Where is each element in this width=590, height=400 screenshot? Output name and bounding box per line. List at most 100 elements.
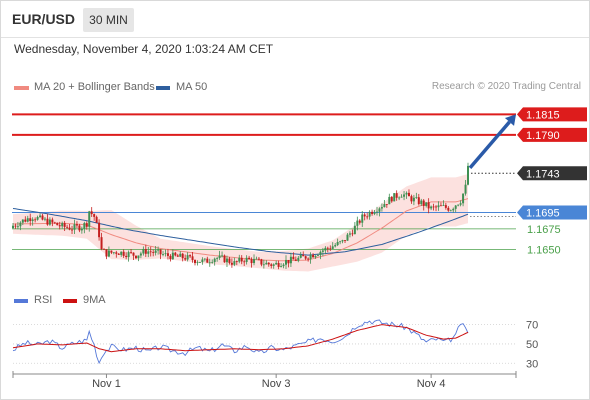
ma9-legend-label: 9MA	[83, 294, 106, 306]
pivot-label-box	[517, 205, 587, 220]
candle-body	[243, 261, 246, 263]
candle-body	[245, 257, 248, 262]
candle-body	[420, 200, 423, 205]
candle-body	[358, 220, 361, 223]
candle-body	[422, 200, 425, 207]
candle-body	[139, 253, 142, 256]
candle-body	[329, 248, 332, 250]
rsi-ma9-line	[12, 324, 469, 353]
candle-body	[235, 261, 238, 262]
candle-body	[14, 225, 17, 227]
candle-body	[385, 204, 388, 205]
candle-body	[437, 205, 440, 208]
candle-body	[147, 251, 150, 254]
chart-header: EUR/USD 30 MIN	[1, 1, 589, 38]
candle-body	[73, 224, 76, 230]
timeframe-badge[interactable]: 30 MIN	[83, 8, 134, 32]
candle-body	[289, 256, 292, 264]
candle-body	[218, 255, 221, 259]
candle-body	[154, 250, 157, 253]
candle-body	[304, 256, 307, 259]
candle-body	[400, 196, 403, 198]
ma9-legend-swatch	[63, 299, 77, 303]
candle-body	[388, 196, 391, 205]
candle-body	[12, 225, 14, 229]
ma50-legend-label: MA 50	[176, 81, 208, 93]
candle-body	[309, 254, 312, 260]
candle-body	[457, 204, 460, 206]
candle-body	[174, 252, 177, 256]
candle-body	[107, 250, 110, 257]
candle-body	[348, 233, 351, 235]
candle-body	[230, 262, 233, 265]
candle-body	[334, 245, 337, 247]
candle-body	[307, 258, 310, 260]
candle-body	[186, 255, 189, 260]
candle-body	[373, 212, 376, 214]
candle-body	[378, 208, 381, 212]
candle-body	[83, 223, 86, 229]
candle-body	[336, 241, 339, 246]
candle-body	[19, 222, 22, 227]
copyright-text: Research © 2020 Trading Central	[431, 81, 581, 92]
candle-body	[21, 219, 24, 223]
candle-body	[46, 218, 49, 225]
candle-body	[120, 251, 123, 255]
bollinger-band	[13, 174, 468, 272]
candle-body	[260, 259, 263, 265]
candle-body	[171, 252, 174, 260]
datetime-label: Wednesday, November 4, 2020 1:03:24 AM C…	[14, 42, 274, 56]
candle-body	[272, 264, 275, 266]
candle-body	[447, 207, 450, 211]
ma20-legend-label: MA 20 + Bollinger Bands	[34, 81, 155, 93]
candle-body	[233, 261, 236, 265]
candle-body	[341, 240, 344, 242]
candle-body	[169, 255, 172, 260]
candle-body	[314, 255, 317, 258]
candle-body	[191, 256, 194, 260]
candle-body	[216, 258, 219, 259]
candle-body	[407, 192, 410, 197]
candle-body	[353, 225, 356, 235]
candle-body	[331, 246, 334, 249]
candle-body	[221, 255, 224, 257]
candle-body	[125, 255, 128, 258]
support-2-label: 1.1650	[527, 244, 561, 256]
candle-body	[452, 208, 455, 211]
candle-body	[412, 197, 415, 202]
candle-body	[211, 262, 214, 263]
rsi-legend-swatch	[14, 299, 28, 303]
candle-body	[285, 259, 287, 265]
candle-body	[66, 226, 69, 228]
candle-body	[206, 258, 209, 263]
candle-body	[100, 237, 103, 250]
candle-body	[112, 252, 115, 254]
candle-body	[203, 258, 206, 260]
candle-body	[363, 214, 366, 217]
candle-body	[43, 218, 46, 220]
resistance-1-label: 1.1790	[526, 130, 560, 142]
candle-body	[68, 227, 71, 230]
candle-body	[415, 197, 418, 199]
candle-body	[157, 249, 160, 251]
candle-body	[405, 192, 408, 195]
candle-body	[34, 219, 37, 221]
candle-body	[93, 214, 96, 217]
candle-body	[80, 228, 83, 231]
candle-body	[240, 257, 243, 262]
candle-body	[24, 219, 27, 222]
candle-body	[196, 262, 199, 264]
candle-body	[225, 258, 228, 263]
candle-body	[371, 211, 374, 214]
candle-body	[368, 211, 371, 217]
candle-body	[223, 255, 226, 263]
candle-body	[208, 262, 211, 264]
candle-body	[321, 250, 324, 252]
candle-body	[189, 255, 192, 257]
candle-body	[103, 249, 105, 250]
candle-body	[467, 165, 469, 185]
rsi-legend-label: RSI	[34, 294, 53, 306]
symbol-title: EUR/USD	[12, 11, 76, 27]
support-1-label: 1.1675	[527, 224, 561, 236]
